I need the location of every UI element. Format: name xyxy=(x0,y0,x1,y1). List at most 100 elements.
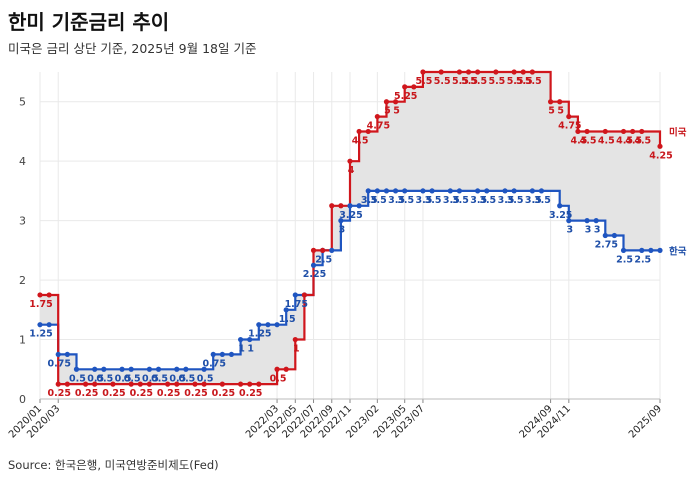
point-kr xyxy=(155,366,162,372)
point-kr xyxy=(383,188,390,194)
data-labels: 1.75 0.25 0.25 0.25 0.25 0.25 0.25 0.25 0.25 0.5 1… xyxy=(29,76,686,399)
point-us xyxy=(92,381,98,387)
point-us xyxy=(392,99,399,105)
point-kr xyxy=(256,322,262,328)
point-us xyxy=(456,69,463,75)
point-kr xyxy=(648,247,654,253)
data-label-kr: 3.5 xyxy=(443,195,460,206)
series-line-us xyxy=(40,70,662,386)
point-kr xyxy=(183,366,189,372)
point-kr xyxy=(420,188,426,194)
y-tick-label: 5 xyxy=(19,96,26,109)
data-label-kr: 3 xyxy=(594,225,601,236)
point-us xyxy=(146,381,153,387)
point-kr xyxy=(347,203,353,209)
data-label-kr: 0.75 xyxy=(203,358,226,369)
point-us xyxy=(356,128,362,135)
data-label-kr: 0.75 xyxy=(48,358,71,369)
y-tick-label: 2 xyxy=(19,274,26,287)
data-label-kr: 1.5 xyxy=(279,314,296,325)
data-label-kr: 1.25 xyxy=(29,329,52,340)
point-kr xyxy=(557,203,563,209)
point-us xyxy=(174,381,180,387)
data-label-us: 5.5 xyxy=(434,76,451,87)
data-label-us: 4.5 xyxy=(634,135,651,146)
data-label-us: 0.25 xyxy=(157,388,180,399)
x-tick-label: 2025/09 xyxy=(627,403,664,440)
data-label-us: 4.25 xyxy=(649,150,672,161)
data-label-kr: 3.5 xyxy=(416,195,433,206)
point-kr xyxy=(265,322,271,328)
point-kr xyxy=(64,351,70,358)
point-us xyxy=(274,366,280,372)
chart-title: 한미 기준금리 추이 xyxy=(8,10,170,34)
point-us xyxy=(55,381,61,387)
data-label-kr: 0.5 xyxy=(124,373,141,384)
data-label-kr: 3 xyxy=(339,225,346,236)
data-label-us: 0.25 xyxy=(184,388,207,399)
point-us xyxy=(310,247,317,253)
data-label-kr: 0.5 xyxy=(87,373,104,384)
point-kr xyxy=(502,188,508,194)
data-label-kr: 2.5 xyxy=(315,254,332,265)
point-kr xyxy=(447,188,453,194)
point-kr xyxy=(365,188,371,194)
series-end-label-us: 미국 xyxy=(669,126,687,138)
point-us xyxy=(292,336,298,343)
point-kr xyxy=(374,188,380,194)
data-label-us: 0.25 xyxy=(130,388,153,399)
point-us xyxy=(475,69,481,75)
data-label-us: 5 xyxy=(384,106,391,117)
point-us xyxy=(639,128,645,135)
data-label-us: 0.25 xyxy=(48,388,71,399)
point-us xyxy=(165,381,171,387)
point-us xyxy=(420,69,426,75)
data-label-us: 0.25 xyxy=(102,388,125,399)
data-label-us: 0.25 xyxy=(239,388,262,399)
data-label-us: 4.5 xyxy=(625,135,642,146)
data-label-kr: 0.5 xyxy=(197,373,214,384)
point-us xyxy=(329,203,335,209)
point-us xyxy=(374,113,380,120)
point-us xyxy=(82,381,89,387)
y-tick-label: 3 xyxy=(19,215,26,228)
chart-subtitle: 미국은 금리 상단 기준, 2025년 9월 18일 기준 xyxy=(8,41,257,56)
point-us xyxy=(46,292,52,298)
point-us xyxy=(557,99,563,105)
data-label-us: 5.5 xyxy=(525,76,542,87)
point-kr xyxy=(310,262,317,268)
point-us xyxy=(575,128,581,135)
data-label-kr: 0.5 xyxy=(142,373,159,384)
point-kr xyxy=(219,351,225,358)
data-label-kr: 0.5 xyxy=(169,373,186,384)
data-label-us: 4.75 xyxy=(367,121,390,132)
data-label-kr: 2.5 xyxy=(616,254,633,265)
data-label-kr: 3.5 xyxy=(534,195,551,206)
point-kr xyxy=(511,188,517,194)
point-kr xyxy=(228,351,235,358)
data-label-kr: 3.25 xyxy=(339,210,362,221)
data-label-us: 4 xyxy=(348,165,355,176)
data-label-us: 5.5 xyxy=(461,76,478,87)
point-us xyxy=(493,69,499,75)
data-label-kr: 1.25 xyxy=(248,329,271,340)
point-us xyxy=(520,69,526,75)
data-label-us: 5.25 xyxy=(394,91,417,102)
data-label-us: 5.5 xyxy=(452,76,469,87)
data-label-us: 0.5 xyxy=(270,373,287,384)
point-kr xyxy=(538,188,545,194)
y-tick-label: 4 xyxy=(19,155,26,168)
point-us xyxy=(630,128,636,135)
point-kr xyxy=(247,336,253,343)
data-label-kr: 3 xyxy=(585,225,592,236)
point-us xyxy=(411,84,417,90)
data-label-kr: 3.5 xyxy=(361,195,378,206)
data-label-kr: 0.5 xyxy=(151,373,168,384)
data-label-us: 0.25 xyxy=(75,388,98,399)
point-us xyxy=(547,99,554,105)
data-label-kr: 3.5 xyxy=(370,195,387,206)
point-us xyxy=(338,203,344,209)
point-kr xyxy=(37,322,43,328)
data-label-kr: 0.5 xyxy=(178,373,195,384)
